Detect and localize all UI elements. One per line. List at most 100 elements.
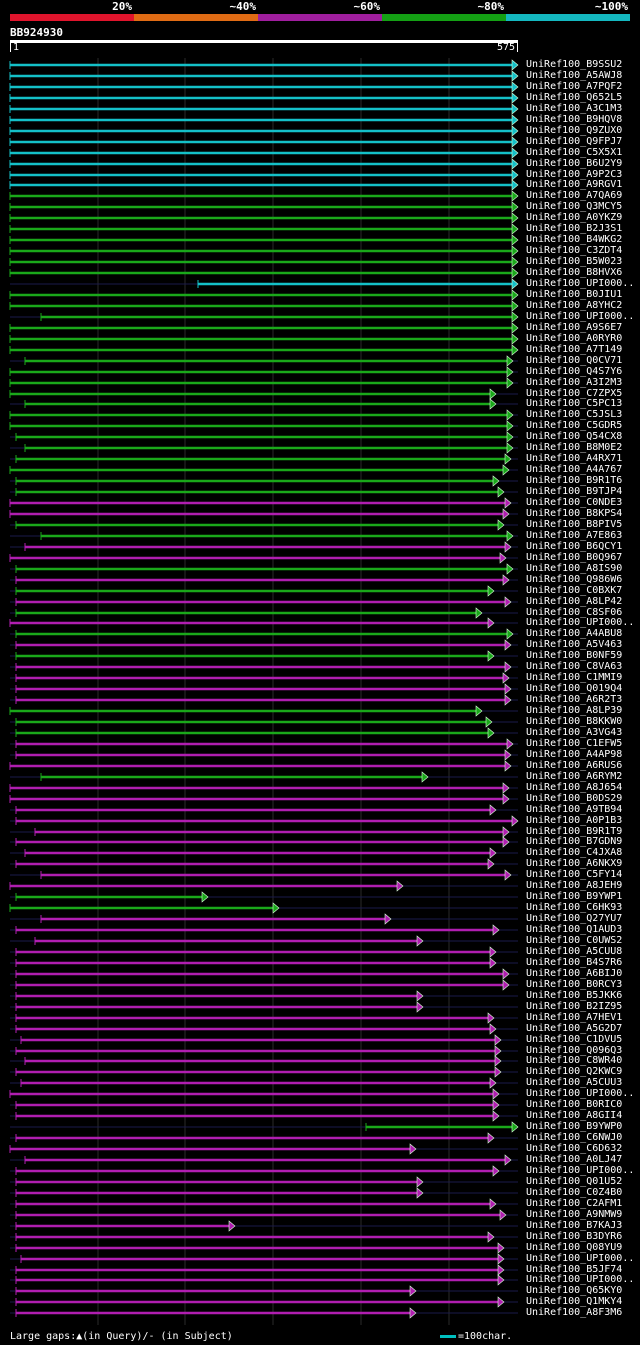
hit-label[interactable]: UniRef100_C8VA63 bbox=[526, 661, 623, 672]
hit-label[interactable]: UniRef100_C7ZPX5 bbox=[526, 388, 623, 399]
hit-label[interactable]: UniRef100_A8YHC2 bbox=[526, 300, 623, 311]
hit-label[interactable]: UniRef100_A5CUU3 bbox=[526, 1077, 623, 1088]
hit-label[interactable]: UniRef100_A6BIJ0 bbox=[526, 968, 623, 979]
hit-label[interactable]: UniRef100_C1DVU5 bbox=[526, 1034, 623, 1045]
hit-label[interactable]: UniRef100_A9S6E7 bbox=[526, 322, 623, 333]
hit-label[interactable]: UniRef100_B0NF59 bbox=[526, 650, 623, 661]
hit-label[interactable]: UniRef100_Q2KWC9 bbox=[526, 1066, 623, 1077]
hit-label[interactable]: UniRef100_Q54CX8 bbox=[526, 431, 623, 442]
hit-label[interactable]: UniRef100_A4AP98 bbox=[526, 749, 623, 760]
hit-label[interactable]: UniRef100_A3C1M3 bbox=[526, 103, 623, 114]
hit-label[interactable]: UniRef100_C5FY14 bbox=[526, 869, 623, 880]
hit-label[interactable]: UniRef100_B0JIU1 bbox=[526, 289, 623, 300]
hit-label[interactable]: UniRef100_B9YWP0 bbox=[526, 1121, 623, 1132]
hit-label[interactable]: UniRef100_A4A767 bbox=[526, 464, 623, 475]
hit-label[interactable]: UniRef100_Q3MCY5 bbox=[526, 201, 623, 212]
hit-label[interactable]: UniRef100_Q08YU9 bbox=[526, 1242, 623, 1253]
hit-label[interactable]: UniRef100_C6NWJ0 bbox=[526, 1132, 623, 1143]
hit-label[interactable]: UniRef100_C0NDE3 bbox=[526, 497, 623, 508]
hit-label[interactable]: UniRef100_C2AFM1 bbox=[526, 1198, 623, 1209]
hit-label[interactable]: UniRef100_B9YWP1 bbox=[526, 891, 623, 902]
hit-label[interactable]: UniRef100_C4JXA8 bbox=[526, 847, 623, 858]
hit-label[interactable]: UniRef100_C1MMI9 bbox=[526, 672, 623, 683]
hit-label[interactable]: UniRef100_A9RGV1 bbox=[526, 179, 623, 190]
hit-label[interactable]: UniRef100_B6U2Y9 bbox=[526, 158, 623, 169]
hit-label[interactable]: UniRef100_A7T149 bbox=[526, 344, 623, 355]
hit-label[interactable]: UniRef100_C6D632 bbox=[526, 1143, 623, 1154]
hit-label[interactable]: UniRef100_A6R2T3 bbox=[526, 694, 623, 705]
hit-label[interactable]: UniRef100_B2IZ95 bbox=[526, 1001, 623, 1012]
hit-label[interactable]: UniRef100_A8LP39 bbox=[526, 705, 623, 716]
hit-label[interactable]: UniRef100_A7QA69 bbox=[526, 190, 623, 201]
hit-label[interactable]: UniRef100_B8KKW0 bbox=[526, 716, 623, 727]
hit-label[interactable]: UniRef100_UPI000.. bbox=[526, 311, 635, 322]
hit-label[interactable]: UniRef100_Q096Q3 bbox=[526, 1045, 623, 1056]
hit-label[interactable]: UniRef100_B6QCY1 bbox=[526, 541, 623, 552]
hit-label[interactable]: UniRef100_A6RYM2 bbox=[526, 771, 623, 782]
hit-label[interactable]: UniRef100_A8LP42 bbox=[526, 596, 623, 607]
hit-label[interactable]: UniRef100_C8SF06 bbox=[526, 607, 623, 618]
hit-label[interactable]: UniRef100_B0DS29 bbox=[526, 793, 623, 804]
hit-label[interactable]: UniRef100_B2J3S1 bbox=[526, 223, 623, 234]
hit-label[interactable]: UniRef100_C5JSL3 bbox=[526, 409, 623, 420]
hit-label[interactable]: UniRef100_A8J654 bbox=[526, 782, 623, 793]
hit-label[interactable]: UniRef100_Q652L5 bbox=[526, 92, 623, 103]
hit-label[interactable]: UniRef100_A8IS90 bbox=[526, 563, 623, 574]
hit-label[interactable]: UniRef100_Q9ZUX0 bbox=[526, 125, 623, 136]
hit-label[interactable]: UniRef100_C1EFW5 bbox=[526, 738, 623, 749]
hit-label[interactable]: UniRef100_A3VG43 bbox=[526, 727, 623, 738]
hit-label[interactable]: UniRef100_Q65KY0 bbox=[526, 1285, 623, 1296]
hit-label[interactable]: UniRef100_B9TJP4 bbox=[526, 486, 623, 497]
hit-label[interactable]: UniRef100_A3I2M3 bbox=[526, 377, 623, 388]
hit-label[interactable]: UniRef100_Q1MKY4 bbox=[526, 1296, 623, 1307]
hit-label[interactable]: UniRef100_Q986W6 bbox=[526, 574, 623, 585]
hit-label[interactable]: UniRef100_A6NKX9 bbox=[526, 858, 623, 869]
hit-label[interactable]: UniRef100_C8WR40 bbox=[526, 1055, 623, 1066]
hit-label[interactable]: UniRef100_C0Z4B0 bbox=[526, 1187, 623, 1198]
hit-label[interactable]: UniRef100_B7KAJ3 bbox=[526, 1220, 623, 1231]
hit-label[interactable]: UniRef100_A8F3M6 bbox=[526, 1307, 623, 1318]
hit-label[interactable]: UniRef100_Q0CV71 bbox=[526, 355, 623, 366]
hit-label[interactable]: UniRef100_B0RCY3 bbox=[526, 979, 623, 990]
hit-label[interactable]: UniRef100_B4WKG2 bbox=[526, 234, 623, 245]
hit-label[interactable]: UniRef100_B8HVX6 bbox=[526, 267, 623, 278]
hit-label[interactable]: UniRef100_A5G2D7 bbox=[526, 1023, 623, 1034]
hit-label[interactable]: UniRef100_B8M0E2 bbox=[526, 442, 623, 453]
hit-label[interactable]: UniRef100_A9TB94 bbox=[526, 804, 623, 815]
hit-label[interactable]: UniRef100_A0RYR0 bbox=[526, 333, 623, 344]
hit-label[interactable]: UniRef100_B0Q967 bbox=[526, 552, 623, 563]
hit-label[interactable]: UniRef100_Q27YU7 bbox=[526, 913, 623, 924]
hit-label[interactable]: UniRef100_Q1AUD3 bbox=[526, 924, 623, 935]
hit-label[interactable]: UniRef100_A8GII4 bbox=[526, 1110, 623, 1121]
hit-label[interactable]: UniRef100_Q4S7Y6 bbox=[526, 366, 623, 377]
hit-label[interactable]: UniRef100_Q019Q4 bbox=[526, 683, 623, 694]
hit-label[interactable]: UniRef100_B9R1T9 bbox=[526, 826, 623, 837]
hit-label[interactable]: UniRef100_B8KPS4 bbox=[526, 508, 623, 519]
hit-label[interactable]: UniRef100_C0BXK7 bbox=[526, 585, 623, 596]
hit-label[interactable]: UniRef100_B9SSU2 bbox=[526, 59, 623, 70]
hit-label[interactable]: UniRef100_A6RUS6 bbox=[526, 760, 623, 771]
hit-label[interactable]: UniRef100_UPI000.. bbox=[526, 1088, 635, 1099]
hit-label[interactable]: UniRef100_B3DYR6 bbox=[526, 1231, 623, 1242]
hit-label[interactable]: UniRef100_Q9FPJ7 bbox=[526, 136, 623, 147]
hit-label[interactable]: UniRef100_UPI000.. bbox=[526, 1274, 635, 1285]
hit-label[interactable]: UniRef100_Q01U52 bbox=[526, 1176, 623, 1187]
hit-label[interactable]: UniRef100_A4ABU8 bbox=[526, 628, 623, 639]
hit-label[interactable]: UniRef100_A5AWJ8 bbox=[526, 70, 623, 81]
hit-label[interactable]: UniRef100_A0YKZ9 bbox=[526, 212, 623, 223]
hit-label[interactable]: UniRef100_B5JKK6 bbox=[526, 990, 623, 1001]
hit-label[interactable]: UniRef100_A9NMW9 bbox=[526, 1209, 623, 1220]
hit-label[interactable]: UniRef100_A5V463 bbox=[526, 639, 623, 650]
hit-label[interactable]: UniRef100_UPI000.. bbox=[526, 1165, 635, 1176]
hit-label[interactable]: UniRef100_A4RX71 bbox=[526, 453, 623, 464]
hit-label[interactable]: UniRef100_C0UWS2 bbox=[526, 935, 623, 946]
hit-label[interactable]: UniRef100_B9HQV8 bbox=[526, 114, 623, 125]
hit-label[interactable]: UniRef100_A0LJ47 bbox=[526, 1154, 623, 1165]
hit-label[interactable]: UniRef100_A7HEV1 bbox=[526, 1012, 623, 1023]
hit-label[interactable]: UniRef100_A7E863 bbox=[526, 530, 623, 541]
hit-label[interactable]: UniRef100_B5JF74 bbox=[526, 1264, 623, 1275]
hit-label[interactable]: UniRef100_A7PQF2 bbox=[526, 81, 623, 92]
hit-label[interactable]: UniRef100_B7GDN9 bbox=[526, 836, 623, 847]
hit-label[interactable]: UniRef100_B0RIC0 bbox=[526, 1099, 623, 1110]
hit-label[interactable]: UniRef100_UPI000.. bbox=[526, 617, 635, 628]
